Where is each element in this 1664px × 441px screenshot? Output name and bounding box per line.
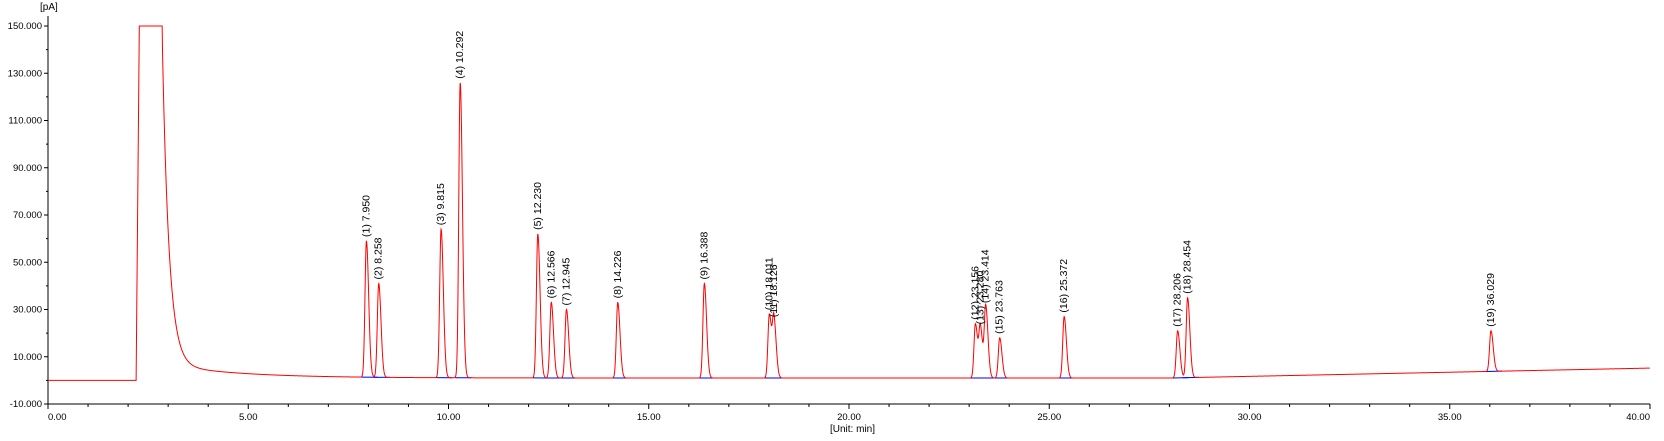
x-tick-label: 10.00 <box>437 412 461 423</box>
x-tick-label: 35.00 <box>1438 412 1462 423</box>
peak-label: (16) 25.372 <box>1058 259 1070 313</box>
peak-label-layer: (1) 7.950(2) 8.258 (3) 9.815 (4) 10.292 (5)… <box>360 31 1497 334</box>
peak-label: (15) 23.763 <box>994 280 1006 334</box>
peak-label: (6) 12.566 <box>545 250 557 298</box>
peak-label: (9) 16.388 <box>698 231 710 279</box>
y-tick-label: 10.000 <box>13 352 42 363</box>
y-tick-label: 50.000 <box>13 257 42 268</box>
peak-label: (11) 18.126 <box>768 264 780 317</box>
peak-label: (5) 12.230 <box>532 182 544 230</box>
x-tick-label: 25.00 <box>1037 412 1061 423</box>
peak-label: (7) 12.945 <box>560 257 572 305</box>
y-tick-label: 30.000 <box>13 305 42 316</box>
axes-layer: -10.000 10.000 30.000 50.000 70.000 90.000 110… <box>8 16 1650 423</box>
peak-label: (1) 7.950 <box>360 195 372 237</box>
peak-label: (19) 36.029 <box>1485 273 1497 327</box>
x-tick-label: 20.00 <box>837 412 861 423</box>
peak-label: (18) 28.454 <box>1182 240 1194 294</box>
peak-label: (3) 9.815 <box>435 183 447 225</box>
peak-label: (14) 23.414 <box>980 249 992 303</box>
x-tick-label: 0.00 <box>48 412 67 423</box>
x-tick-label: 40.00 <box>1626 412 1650 423</box>
signal-layer <box>48 26 1650 380</box>
peak-label: (4) 10.292 <box>454 31 466 79</box>
peak-label: (8) 14.226 <box>612 250 624 298</box>
signal-trace <box>48 26 1650 380</box>
peak-label: (2) 8.258 <box>373 237 385 279</box>
x-axis-title: [Unit: min] <box>830 424 875 435</box>
y-tick-label: 70.000 <box>13 210 42 221</box>
x-tick-label: 5.00 <box>239 412 258 423</box>
y-tick-label: -10.000 <box>10 399 42 410</box>
y-tick-label: 90.000 <box>13 163 42 174</box>
y-axis-title: [pA] <box>40 2 58 13</box>
y-tick-label: 150.000 <box>8 21 42 32</box>
x-tick-label: 15.00 <box>637 412 661 423</box>
y-tick-label: 110.000 <box>8 116 42 127</box>
y-tick-label: 130.000 <box>8 68 42 79</box>
x-tick-label: 30.00 <box>1238 412 1262 423</box>
